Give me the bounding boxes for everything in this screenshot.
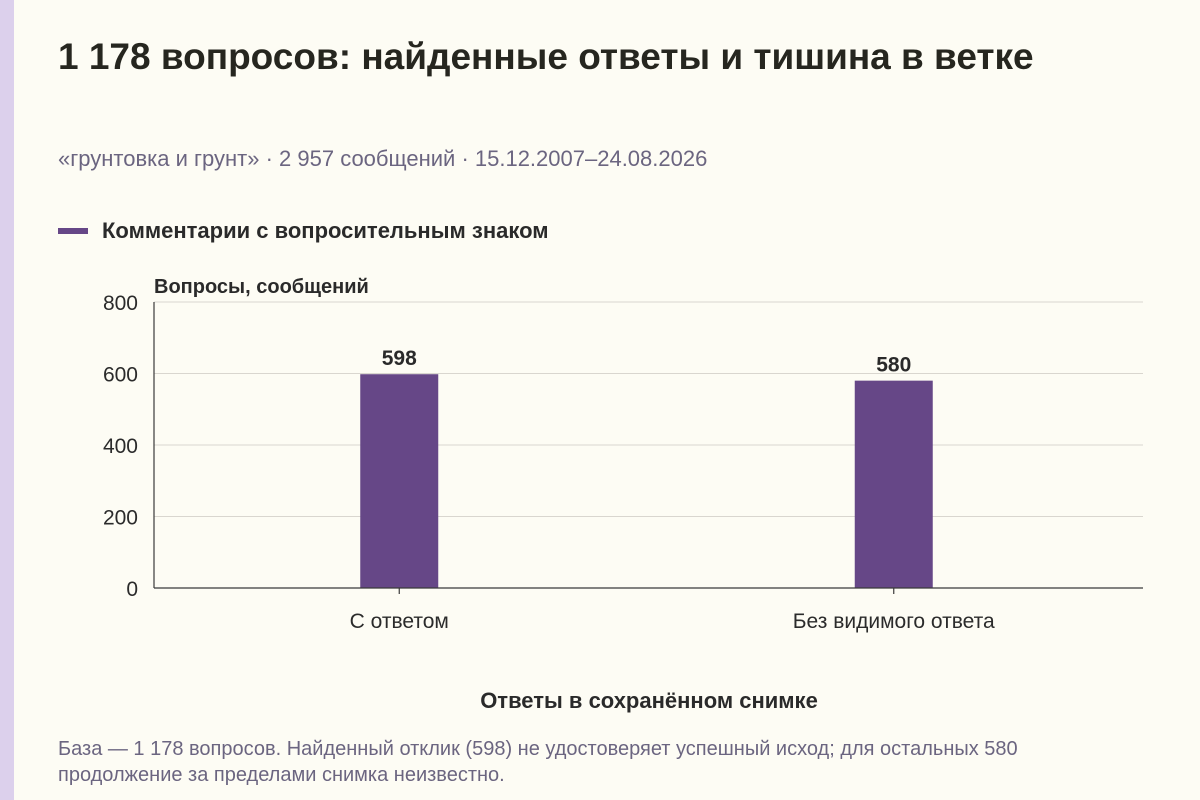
labels: 0 200 400 600 800 Вопросы, сообщений 598 С отве… xyxy=(103,276,995,713)
axes xyxy=(153,302,1143,594)
grid-lines xyxy=(154,301,1143,517)
page-title: 1 178 вопросов: найденные ответы и тишин… xyxy=(58,36,1034,77)
bar xyxy=(360,374,439,588)
accent-bar xyxy=(0,0,14,800)
data-label: 580 xyxy=(876,354,911,377)
legend-label: Комментарии с вопросительным знаком xyxy=(102,218,549,243)
x-tick-label: Без видимого ответа xyxy=(793,610,995,633)
y-tick-label: 200 xyxy=(103,507,138,530)
y-tick-label: 400 xyxy=(103,435,138,458)
data-label: 598 xyxy=(382,347,417,370)
y-tick-label: 0 xyxy=(126,578,138,601)
x-axis-label: Ответы в сохранённом снимке xyxy=(480,688,818,713)
y-tick-label: 800 xyxy=(103,292,138,315)
legend: Комментарии с вопросительным знаком xyxy=(58,218,549,244)
y-axis-label: Вопросы, сообщений xyxy=(154,276,369,298)
x-tick-label: С ответом xyxy=(350,610,449,633)
legend-swatch xyxy=(58,228,88,234)
footnote: База — 1 178 вопросов. Найденный отклик … xyxy=(58,738,1018,786)
bar xyxy=(854,380,933,588)
bars xyxy=(360,374,933,588)
y-tick-label: 600 xyxy=(103,364,138,387)
page-subtitle: «грунтовка и грунт» · 2 957 сообщений · … xyxy=(58,146,708,171)
